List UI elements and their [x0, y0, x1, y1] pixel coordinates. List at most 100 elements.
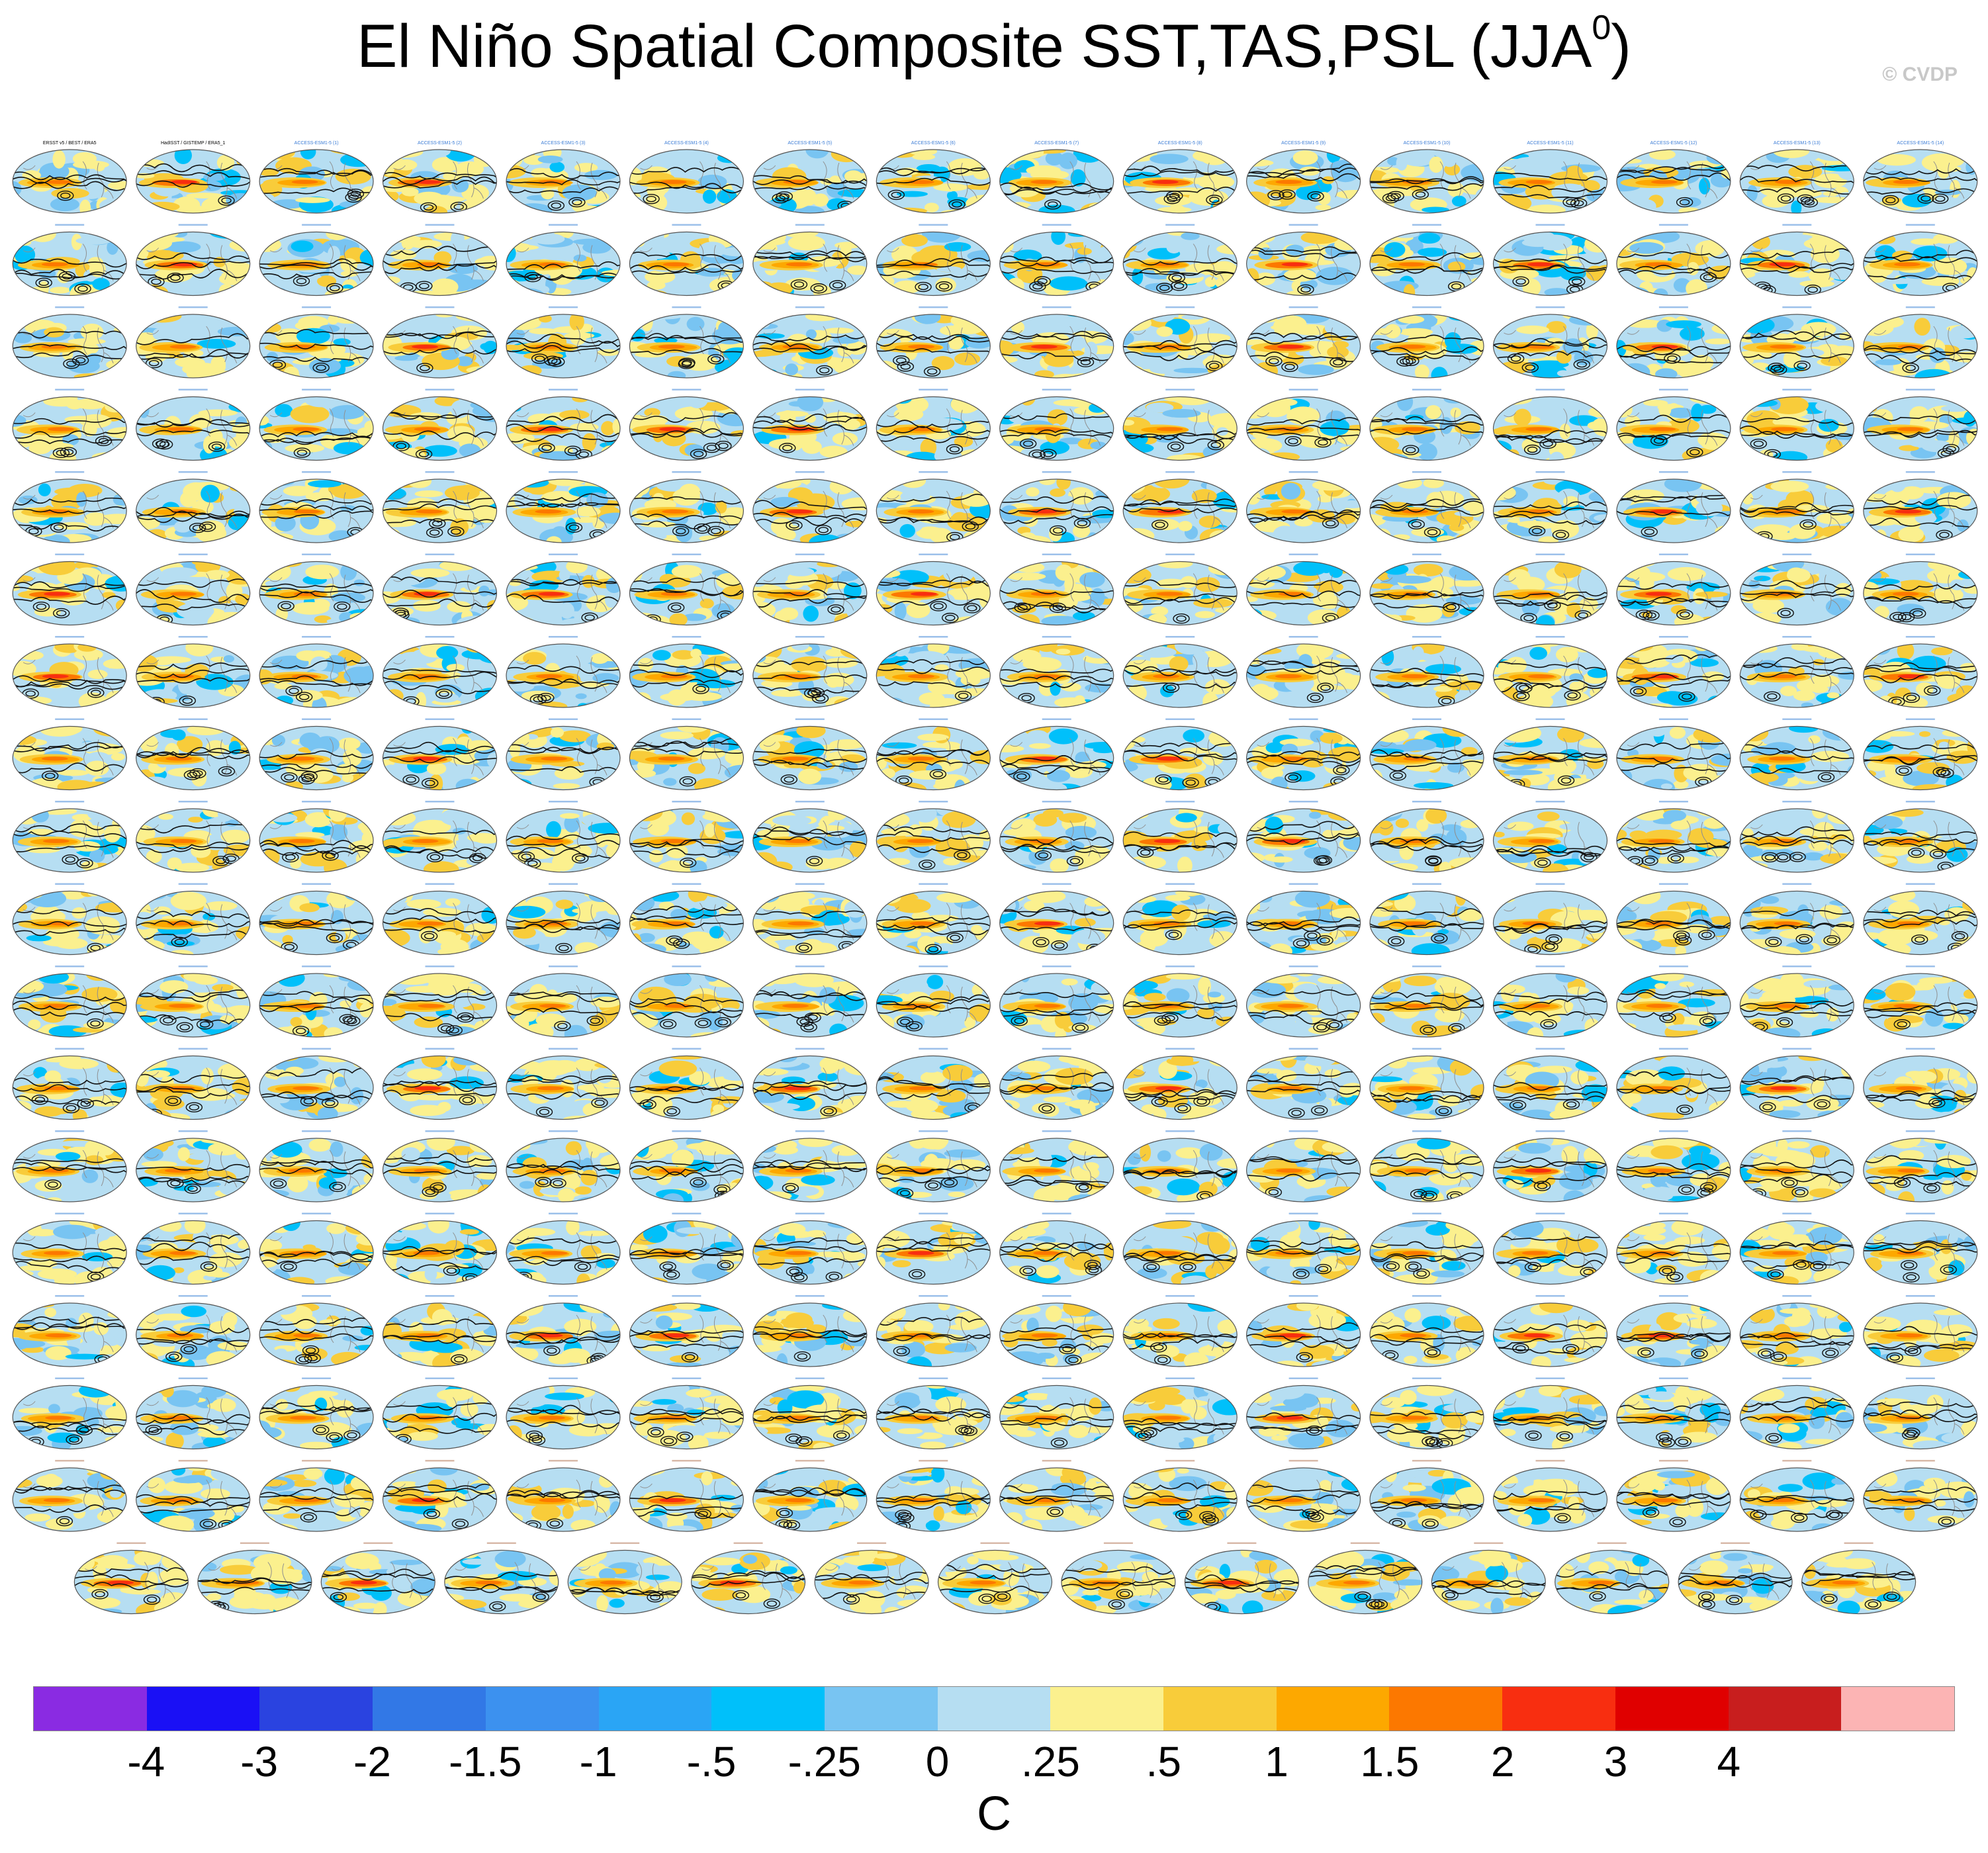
anomaly-patch: [1521, 238, 1554, 248]
psl-contour: [999, 330, 1114, 340]
warm-tongue: [169, 592, 197, 596]
psl-contour-loop: [1048, 201, 1058, 208]
anomaly-patch: [1622, 561, 1656, 568]
anomaly-patch: [999, 692, 1013, 705]
psl-contour-loop: [568, 524, 580, 531]
anomaly-patch: [876, 569, 901, 578]
anomaly-patch: [1748, 479, 1780, 484]
anomaly-patch: [229, 238, 250, 252]
anomaly-patch: [136, 644, 152, 654]
panel-title-mark: [1165, 388, 1195, 390]
anomaly-patch: [1456, 533, 1476, 542]
psl-contour-loop: [938, 283, 950, 290]
panel-title-mark: [795, 718, 825, 720]
panel-title-mark: [425, 636, 455, 638]
panel-title-mark: [55, 306, 85, 308]
psl-contour-loop: [893, 355, 910, 366]
psl-contour: [1246, 425, 1361, 431]
anomaly-patch: [1403, 284, 1416, 296]
map-panel: ACCESS-ESM1-5 (14): [1863, 141, 1978, 214]
anomaly-patch: [1568, 314, 1606, 326]
panel-title-mark: [302, 718, 332, 720]
anomaly-patch: [340, 258, 358, 272]
psl-contour-loop: [786, 520, 803, 531]
anomaly-patch: [1754, 575, 1771, 582]
anomaly-patch: [539, 451, 579, 461]
psl-contour-loop: [915, 281, 932, 293]
psl-contour-loop: [1799, 519, 1817, 530]
psl-contour-loop: [567, 447, 578, 454]
anomaly-patch: [1575, 232, 1599, 238]
anomaly-patch: [1827, 692, 1840, 699]
psl-contour: [1246, 249, 1361, 259]
anomaly-patch: [1551, 520, 1580, 539]
psl-contour: [506, 500, 620, 508]
panel-title: ACCESS-ESM1-5 (4): [664, 141, 709, 146]
anomaly-patch: [1787, 567, 1805, 580]
anomaly-patch: [1038, 204, 1075, 213]
panel-title-mark: [1535, 224, 1565, 226]
anomaly-patch: [905, 451, 940, 461]
anomaly-patch: [1445, 343, 1478, 354]
warm-tongue: [535, 510, 562, 514]
anomaly-patch: [881, 742, 917, 749]
psl-contour-loop: [155, 440, 166, 447]
anomaly-patch: [136, 702, 165, 707]
psl-contour-loop: [1382, 193, 1400, 204]
anomaly-patch: [1050, 488, 1066, 497]
anomaly-patch: [909, 150, 938, 156]
psl-contour-loop: [77, 285, 88, 292]
anomaly-patch: [876, 490, 888, 502]
anomaly-patch: [629, 456, 664, 461]
anomaly-patch: [1740, 400, 1754, 406]
psl-contour-loop: [453, 203, 464, 210]
psl-contour: [259, 187, 374, 195]
psl-contour-loop: [98, 437, 109, 445]
anomaly-patch: [1913, 246, 1948, 261]
anomaly-patch: [136, 332, 159, 345]
map-panel: [1369, 553, 1484, 626]
globe-outline: [259, 231, 374, 296]
panel-title-mark: [919, 471, 948, 473]
anomaly-patch: [1960, 536, 1977, 543]
anomaly-patch: [1963, 615, 1977, 622]
anomaly-patch: [1740, 647, 1754, 656]
anomaly-patch: [770, 496, 800, 508]
anomaly-patch: [931, 356, 955, 371]
panel-title-mark: [1535, 388, 1565, 390]
panel-title: ACCESS-ESM1-5 (10): [1404, 141, 1451, 146]
coastline: [1627, 490, 1718, 529]
globe-outline: [12, 314, 127, 379]
anomaly-patch: [1396, 396, 1414, 412]
anomaly-patch: [1098, 644, 1114, 656]
panel-title-mark: [425, 388, 455, 390]
globe-outline: [1122, 396, 1238, 461]
anomaly-patch: [1084, 341, 1098, 357]
map-panel: ACCESS-ESM1-5 (12): [1616, 141, 1731, 214]
anomaly-patch: [878, 644, 898, 657]
psl-contour: [1493, 508, 1607, 517]
psl-contour: [752, 341, 867, 351]
psl-contour: [629, 251, 744, 261]
anomaly-patch: [1247, 610, 1277, 621]
anomaly-patch: [335, 316, 361, 324]
anomaly-patch: [1516, 325, 1549, 334]
anomaly-patch: [643, 290, 668, 296]
anomaly-patch: [1762, 194, 1789, 208]
psl-contour-loop: [1209, 197, 1220, 203]
psl-contour: [13, 258, 127, 268]
anomaly-patch: [68, 484, 103, 498]
psl-contour: [13, 506, 127, 514]
anomaly-patch: [554, 767, 584, 780]
psl-contour: [1493, 337, 1607, 349]
map-panel: [382, 224, 498, 296]
anomaly-patch: [1820, 525, 1854, 538]
psl-contour: [1493, 429, 1607, 439]
anomaly-patch: [268, 150, 296, 159]
psl-contour: [1123, 187, 1238, 195]
map-panel: [629, 388, 745, 461]
anomaly-patch: [647, 281, 666, 290]
coastline: [1380, 244, 1471, 281]
panel-title-mark: [1782, 471, 1812, 473]
anomaly-patch: [752, 292, 770, 296]
